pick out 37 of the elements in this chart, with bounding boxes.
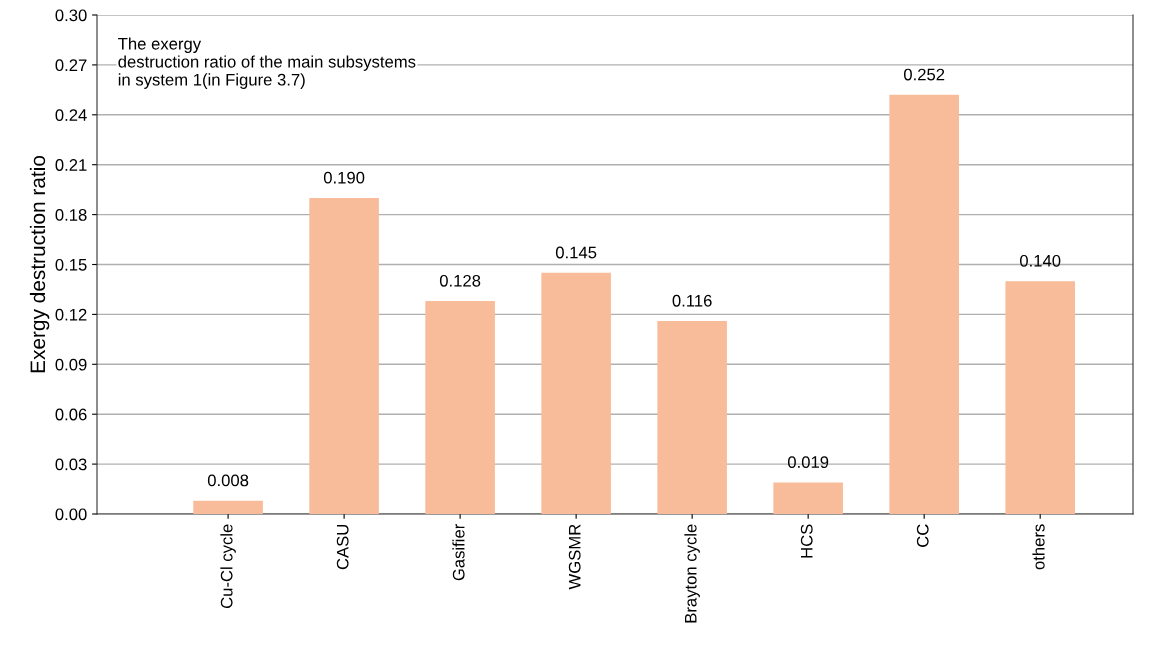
- y-tick-label: 0.21: [55, 159, 87, 171]
- data-label: 0.128: [439, 274, 481, 287]
- y-tick-label: 0.15: [55, 258, 87, 271]
- data-label: 0.190: [323, 171, 365, 184]
- bar: [889, 94, 959, 514]
- y-axis-title: Exergy destruction ratio: [29, 155, 50, 373]
- y-tick-label: 0.03: [55, 458, 87, 471]
- x-tick-label: HCS: [800, 524, 813, 558]
- y-tick-label: 0.06: [55, 408, 87, 421]
- x-tick-label: Gasifier: [452, 524, 465, 581]
- bar: [657, 321, 727, 514]
- y-tick-label: 0.12: [55, 308, 87, 321]
- y-tick-label: 0.18: [55, 209, 87, 221]
- data-label: 0.019: [787, 456, 829, 468]
- x-tick-label: Brayton cycle: [684, 524, 700, 623]
- y-tick-label: 0.27: [55, 59, 87, 72]
- data-label: 0.145: [555, 246, 597, 259]
- data-label: 0.116: [672, 294, 712, 307]
- bar: [193, 500, 263, 514]
- x-tick-label: others: [1032, 524, 1045, 570]
- bar: [425, 301, 495, 514]
- x-tick-label: CASU: [336, 525, 349, 570]
- y-tick-label: 0.00: [55, 508, 87, 521]
- data-label: 0.252: [903, 68, 945, 81]
- y-tick-label: 0.09: [55, 358, 87, 371]
- bar: [309, 197, 379, 514]
- y-tick-label: 0.24: [55, 109, 87, 121]
- bar: [1005, 281, 1075, 514]
- data-label: 0.008: [207, 474, 249, 487]
- x-tick-label: Cu-Cl cycle: [220, 524, 236, 609]
- x-tick-label: WGSMR: [568, 524, 581, 590]
- bar: [541, 272, 611, 514]
- bar: [773, 482, 843, 514]
- annotation: The exergy destruction ratio of the main subsystems in system 1(in Figure 3.7): [118, 37, 416, 89]
- y-tick-label: 0.30: [55, 9, 87, 22]
- x-tick-label: CC: [916, 524, 929, 547]
- data-label: 0.140: [1019, 254, 1061, 267]
